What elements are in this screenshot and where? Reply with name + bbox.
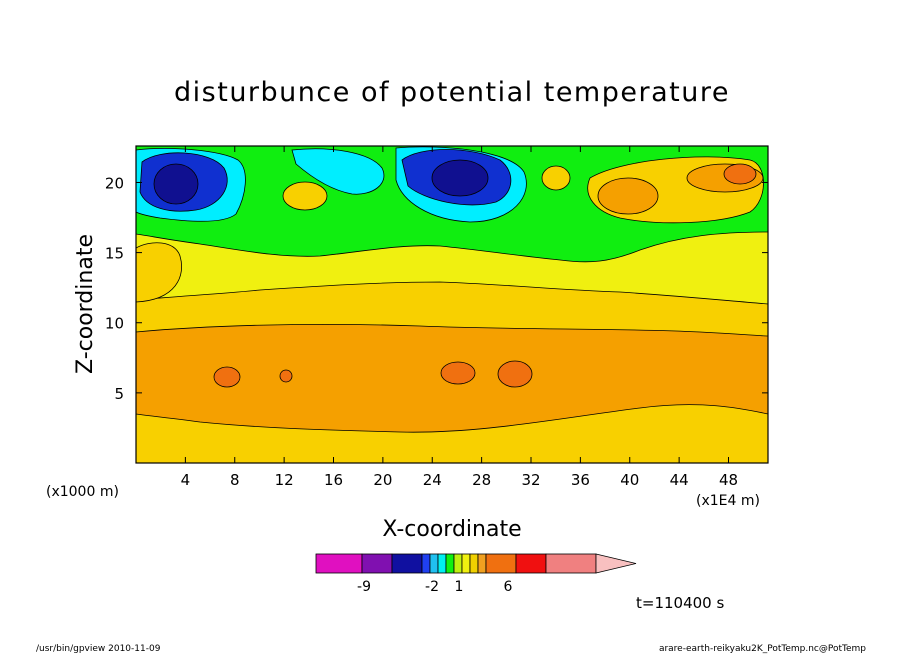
band-neg4 bbox=[153, 163, 199, 205]
y-scale-note: (x1000 m) bbox=[46, 484, 119, 500]
footer-right: arare-earth-reikyaku2K_PotTemp.nc@PotTem… bbox=[659, 644, 866, 654]
y-axis-label: Z-coordinate bbox=[73, 234, 98, 374]
band-pos3-upper bbox=[723, 163, 757, 185]
colorbar-tick-label: 6 bbox=[504, 579, 513, 595]
x-axis: 4 8 12 16 20 24 28 32 36 40 44 48 bbox=[181, 146, 738, 489]
colorbar-tick-label: 1 bbox=[455, 579, 464, 595]
band-pos2-upper bbox=[597, 177, 659, 215]
colorbar-arrow bbox=[595, 553, 637, 574]
band-pos3-d bbox=[497, 360, 533, 388]
y-tick-label: 5 bbox=[114, 385, 124, 403]
colorbar-swatch bbox=[477, 553, 487, 574]
x-tick-label: 4 bbox=[181, 471, 191, 489]
band-neg2-neg1b bbox=[291, 148, 385, 195]
colorbar-swatch bbox=[545, 553, 597, 574]
time-label: t=110400 s bbox=[636, 594, 724, 612]
y-tick-label: 10 bbox=[105, 315, 124, 333]
colorbar-swatch bbox=[453, 553, 463, 574]
x-axis-label: X-coordinate bbox=[382, 517, 521, 542]
colorbar-labels: -9 -2 1 6 bbox=[357, 579, 513, 595]
colorbar bbox=[315, 553, 637, 574]
y-tick-label: 20 bbox=[105, 174, 124, 192]
colorbar-tick-label: -9 bbox=[357, 579, 371, 595]
x-tick-label: 28 bbox=[472, 471, 491, 489]
colorbar-swatch bbox=[421, 553, 431, 574]
x-tick-label: 40 bbox=[620, 471, 639, 489]
colorbar-swatch bbox=[315, 553, 363, 574]
colorbar-swatch bbox=[391, 553, 423, 574]
y-tick-label: 15 bbox=[105, 245, 124, 263]
colorbar-swatch bbox=[461, 553, 471, 574]
band-neg4b bbox=[431, 159, 489, 197]
plot-frame bbox=[135, 145, 769, 464]
band-pos1-upper bbox=[282, 181, 328, 211]
colorbar-swatch bbox=[429, 553, 439, 574]
band-pos1-small bbox=[541, 165, 571, 191]
band-pos1-mid-left bbox=[136, 242, 182, 303]
x-tick-label: 16 bbox=[324, 471, 343, 489]
x-tick-label: 24 bbox=[423, 471, 442, 489]
colorbar-swatch bbox=[515, 553, 547, 574]
colorbar-swatch bbox=[361, 553, 393, 574]
colorbar-swatch bbox=[437, 553, 447, 574]
band-pos3-a bbox=[213, 366, 241, 388]
band-pos3-c bbox=[440, 361, 476, 385]
colorbar-swatch bbox=[485, 553, 517, 574]
x-scale-note: (x1E4 m) bbox=[696, 493, 760, 509]
x-tick-label: 20 bbox=[373, 471, 392, 489]
x-tick-label: 44 bbox=[670, 471, 689, 489]
footer-left: /usr/bin/gpview 2010-11-09 bbox=[36, 644, 161, 654]
colorbar-swatch bbox=[445, 553, 455, 574]
x-tick-label: 36 bbox=[571, 471, 590, 489]
colorbar-tick-label: -2 bbox=[425, 579, 439, 595]
x-tick-label: 12 bbox=[275, 471, 294, 489]
x-tick-label: 48 bbox=[719, 471, 738, 489]
x-tick-label: 8 bbox=[230, 471, 240, 489]
colorbar-swatch bbox=[469, 553, 479, 574]
chart-title: disturbunce of potential temperature bbox=[174, 77, 730, 108]
y-axis: 5 10 15 20 bbox=[105, 174, 768, 403]
contour-field bbox=[136, 146, 768, 463]
band-pos3-b bbox=[279, 369, 293, 383]
x-tick-label: 32 bbox=[521, 471, 540, 489]
